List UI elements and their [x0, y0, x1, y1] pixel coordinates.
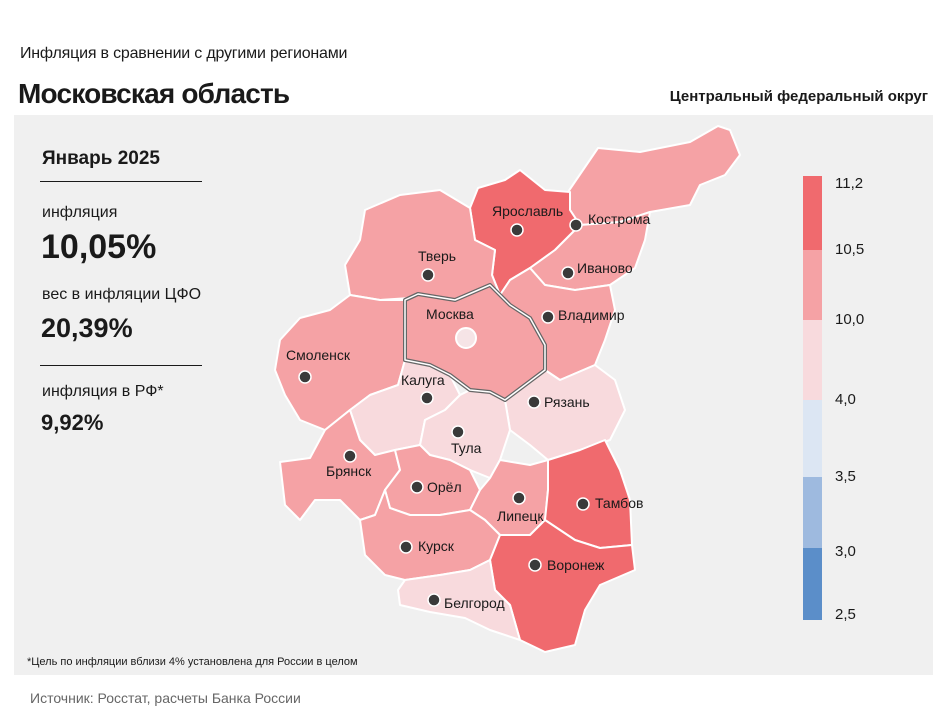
city-marker-tver: [421, 268, 435, 282]
city-label-kostroma: Кострома: [588, 211, 651, 227]
city-marker-ivanovo: [561, 266, 575, 280]
rf-inflation-value: 9,92%: [41, 410, 104, 435]
city-marker-orel: [410, 480, 424, 494]
city-marker-kostroma: [569, 218, 583, 232]
city-label-voronezh: Воронеж: [547, 557, 605, 573]
legend-swatch-lowest: [803, 548, 822, 620]
city-label-bryansk: Брянск: [326, 463, 372, 479]
city-marker-kaluga: [420, 391, 434, 405]
legend-label: 4,0: [835, 391, 856, 408]
period-label: Январь 2025: [42, 148, 160, 169]
region-kursk[interactable]: [359, 489, 501, 581]
city-label-ryazan: Рязань: [544, 394, 590, 410]
inflation-label: инфляция: [42, 204, 118, 221]
city-marker-voronezh: [528, 558, 542, 572]
legend-swatch-lower: [803, 477, 822, 548]
city-marker-tambov: [576, 497, 590, 511]
city-marker-bryansk: [343, 449, 357, 463]
city-marker-tula: [451, 425, 465, 439]
divider: [40, 365, 202, 366]
legend-label: 11,2: [835, 175, 864, 192]
city-marker-belgorod: [427, 593, 441, 607]
city-label-tambov: Тамбов: [595, 495, 643, 511]
rf-inflation-label: инфляция в РФ*: [42, 383, 164, 400]
legend-label: 10,0: [835, 311, 865, 328]
city-label-vladimir: Владимир: [558, 307, 625, 323]
chart-subtitle: Инфляция в сравнении с другими регионами: [20, 45, 348, 62]
moscow-highlight-inner: [404, 284, 546, 401]
city-label-kaluga: Калуга: [401, 372, 445, 388]
legend-label: 2,5: [835, 606, 856, 623]
city-marker-smolensk: [298, 370, 312, 384]
district-name: Центральный федеральный округ: [669, 88, 928, 105]
city-marker-lipetsk: [512, 491, 526, 505]
legend-scale: [803, 176, 822, 620]
city-label-lipetsk: Липецк: [497, 508, 544, 524]
region-belgorod[interactable]: [397, 559, 521, 641]
city-marker-kursk: [399, 540, 413, 554]
city-marker-ryazan: [527, 395, 541, 409]
legend-label: 3,5: [835, 468, 856, 485]
legend-swatch-very-low: [803, 400, 822, 477]
weight-value: 20,39%: [41, 313, 133, 343]
legend-swatch-medium: [803, 250, 822, 320]
city-label-orel: Орёл: [427, 479, 462, 495]
inflation-value: 10,05%: [41, 228, 157, 266]
legend-swatch-low: [803, 320, 822, 400]
city-marker-vladimir: [541, 310, 555, 324]
legend-swatch-high: [803, 176, 822, 250]
divider: [40, 181, 202, 182]
city-label-tula: Тула: [451, 440, 482, 456]
city-label-ivanovo: Иваново: [577, 260, 633, 276]
city-label-moscow: Москва: [426, 306, 474, 322]
city-label-tver: Тверь: [418, 248, 456, 264]
weight-label: вес в инфляции ЦФО: [42, 286, 202, 303]
source-note: Источник: Росстат, расчеты Банка России: [30, 690, 301, 706]
legend-label: 10,5: [835, 241, 865, 258]
city-marker-moscow: [455, 327, 477, 349]
region-title: Московская область: [18, 78, 290, 109]
footnote: *Цель по инфляции вблизи 4% установлена …: [27, 656, 358, 668]
city-label-yaroslavl: Ярославль: [492, 203, 563, 219]
city-label-belgorod: Белгород: [444, 595, 505, 611]
city-label-kursk: Курск: [418, 538, 455, 554]
legend-label: 3,0: [835, 543, 856, 560]
city-label-smolensk: Смоленск: [286, 347, 351, 363]
city-marker-yaroslavl: [510, 223, 524, 237]
